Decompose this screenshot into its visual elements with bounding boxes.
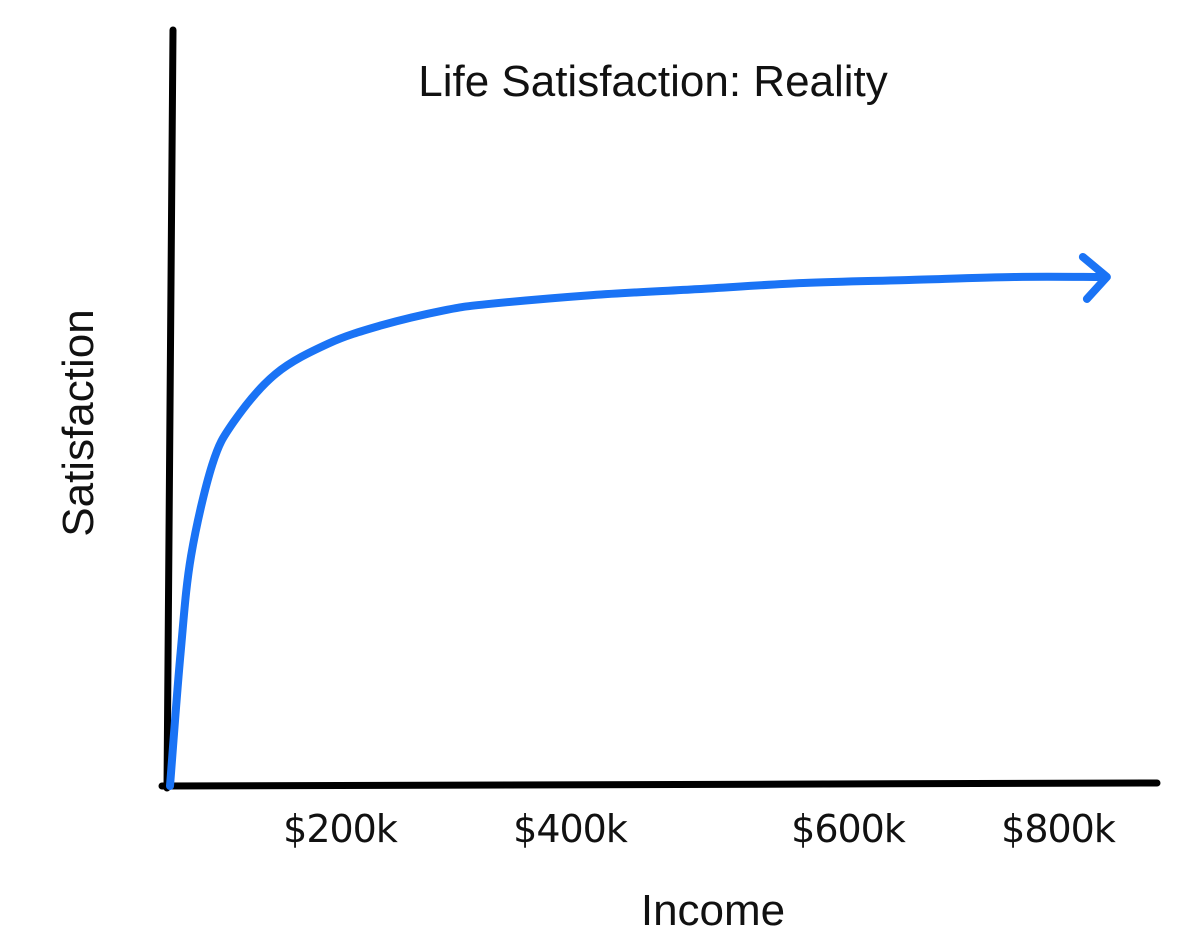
x-tick-label: $400k [513,807,628,851]
y-axis [163,26,177,792]
x-axis [158,779,1161,790]
x-tick-label: $800k [1001,807,1116,851]
x-tick-labels: $200k $400k $600k $800k [283,807,1117,851]
chart-title: Life Satisfaction: Reality [418,57,888,106]
x-tick-label: $200k [283,807,398,851]
y-axis-label: Satisfaction [54,309,103,536]
curve-arrowhead [1078,252,1111,303]
x-tick-label: $600k [791,807,906,851]
satisfaction-curve [166,272,1103,790]
x-axis-label: Income [641,886,785,935]
